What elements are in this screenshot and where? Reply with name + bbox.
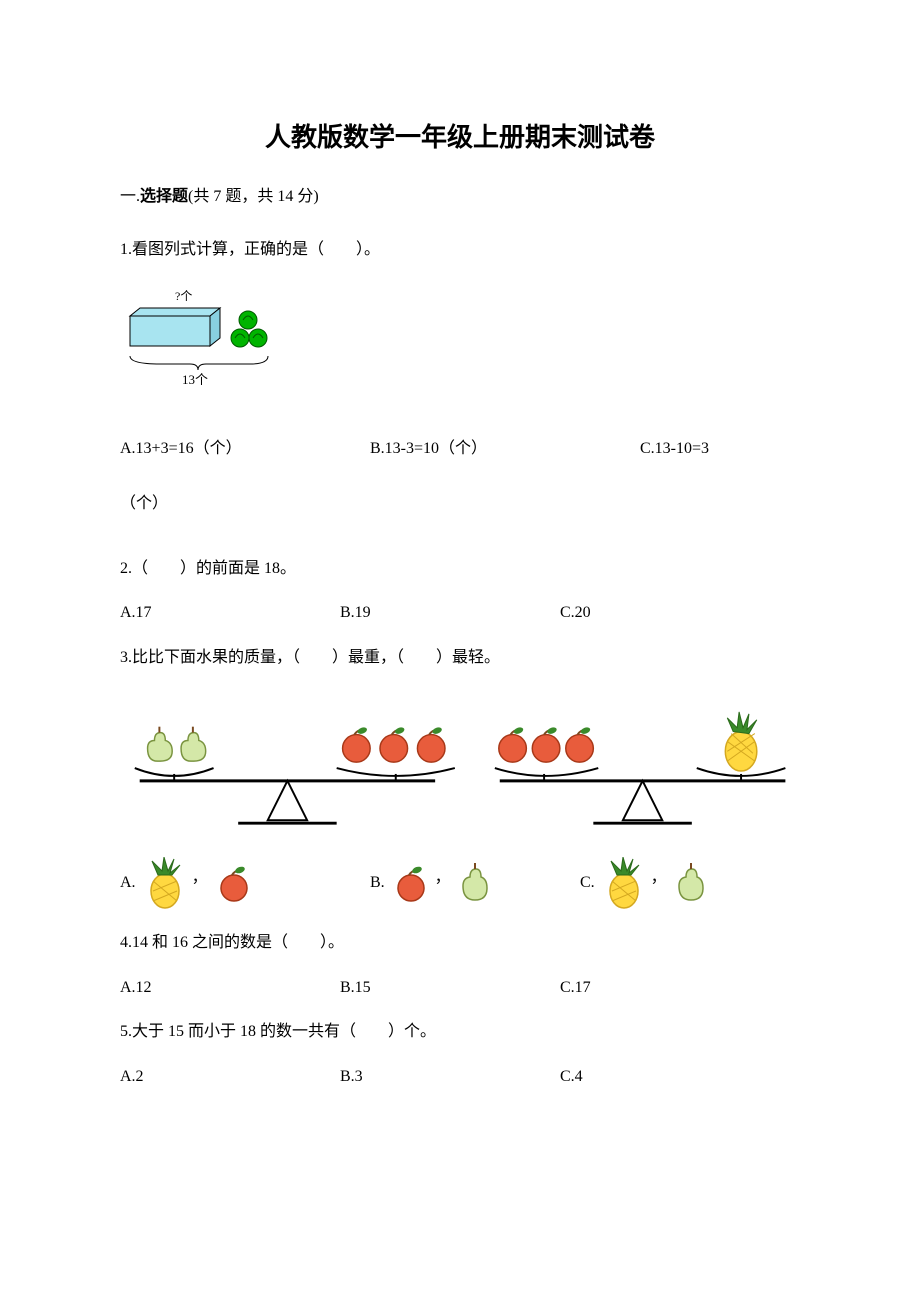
q3-balances: [120, 706, 800, 836]
q1-opt-a: A.13+3=16（个）: [120, 427, 370, 472]
q3-label-a: A.: [120, 861, 136, 906]
q1-options: A.13+3=16（个） B.13-3=10（个） C.13-10=3: [120, 427, 800, 472]
exam-page: 人教版数学一年级上册期末测试卷 一.选择题(共 7 题，共 14 分) 1.看图…: [0, 0, 920, 1302]
fulcrum-icon: [268, 781, 307, 820]
q2-text: 2.（ ）的前面是 18。: [120, 547, 800, 592]
q4-options: A.12 B.15 C.17: [120, 966, 800, 1011]
pear-group: [148, 727, 206, 761]
q3-label-c: C.: [580, 861, 595, 906]
q5-opt-b: B.3: [340, 1055, 560, 1100]
q4-text: 4.14 和 16 之间的数是（ ）。: [120, 921, 800, 966]
comma: ，: [435, 856, 451, 901]
question-4: 4.14 和 16 之间的数是（ ）。 A.12 B.15 C.17: [120, 921, 800, 1011]
apple-group: [343, 726, 445, 762]
question-1: 1.看图列式计算，正确的是（ ）。 ?个: [120, 228, 800, 526]
section-1-header: 一.选择题(共 7 题，共 14 分): [120, 182, 800, 206]
q5-text: 5.大于 15 而小于 18 的数一共有（ ）个。: [120, 1010, 800, 1055]
q1-diagram: ?个 13个: [120, 288, 300, 388]
question-2: 2.（ ）的前面是 18。 A.17 B.19 C.20: [120, 547, 800, 637]
q4-opt-a: A.12: [120, 966, 340, 1011]
q2-opt-a: A.17: [120, 591, 340, 636]
apple-icon: [393, 863, 429, 903]
q1-balls: [231, 311, 267, 347]
q4-opt-b: B.15: [340, 966, 560, 1011]
q5-opt-a: A.2: [120, 1055, 340, 1100]
q1-box-label: ?个: [175, 289, 192, 303]
fulcrum-icon: [623, 781, 662, 820]
q5-opt-c: C.4: [560, 1055, 780, 1100]
q2-opt-b: B.19: [340, 591, 560, 636]
pineapple-icon: [725, 712, 757, 771]
q3-text: 3.比比下面水果的质量，（ ）最重，（ ）最轻。: [120, 636, 800, 681]
q5-options: A.2 B.3 C.4: [120, 1055, 800, 1100]
q1-box: [130, 308, 220, 346]
comma: ，: [651, 856, 667, 901]
question-5: 5.大于 15 而小于 18 的数一共有（ ）个。 A.2 B.3 C.4: [120, 1010, 800, 1100]
q3-opt-c: C. ，: [580, 856, 780, 911]
comma: ，: [192, 856, 208, 901]
q1-brace: [130, 356, 268, 370]
section-prefix: 一.: [120, 188, 140, 205]
q3-label-b: B.: [370, 861, 385, 906]
q3-opt-b: B. ，: [370, 856, 580, 911]
pineapple-icon: [144, 857, 186, 909]
q1-total-label: 13个: [182, 372, 208, 387]
pear-icon: [675, 862, 707, 904]
section-meta: (共 7 题，共 14 分): [188, 188, 319, 205]
question-3: 3.比比下面水果的质量，（ ）最重，（ ）最轻。: [120, 636, 800, 911]
apple-icon: [216, 863, 252, 903]
q2-options: A.17 B.19 C.20: [120, 591, 800, 636]
q1-opt-b: B.13-3=10（个）: [370, 427, 640, 472]
pineapple-icon: [603, 857, 645, 909]
section-type: 选择题: [140, 188, 188, 205]
balance-1: [120, 706, 455, 836]
q3-options: A. ， B.: [120, 856, 800, 911]
q2-opt-c: C.20: [560, 591, 780, 636]
balance-2: [485, 706, 800, 836]
q1-text: 1.看图列式计算，正确的是（ ）。: [120, 228, 800, 273]
q1-opt-c: C.13-10=3: [640, 427, 709, 472]
page-title: 人教版数学一年级上册期末测试卷: [120, 117, 800, 154]
apple-group-2: [499, 726, 594, 762]
q1-opt-c-tail: （个）: [120, 482, 800, 527]
q4-opt-c: C.17: [560, 966, 780, 1011]
q3-opt-a: A. ，: [120, 856, 370, 911]
pear-icon: [459, 862, 491, 904]
q1-figure: ?个 13个: [120, 288, 800, 407]
